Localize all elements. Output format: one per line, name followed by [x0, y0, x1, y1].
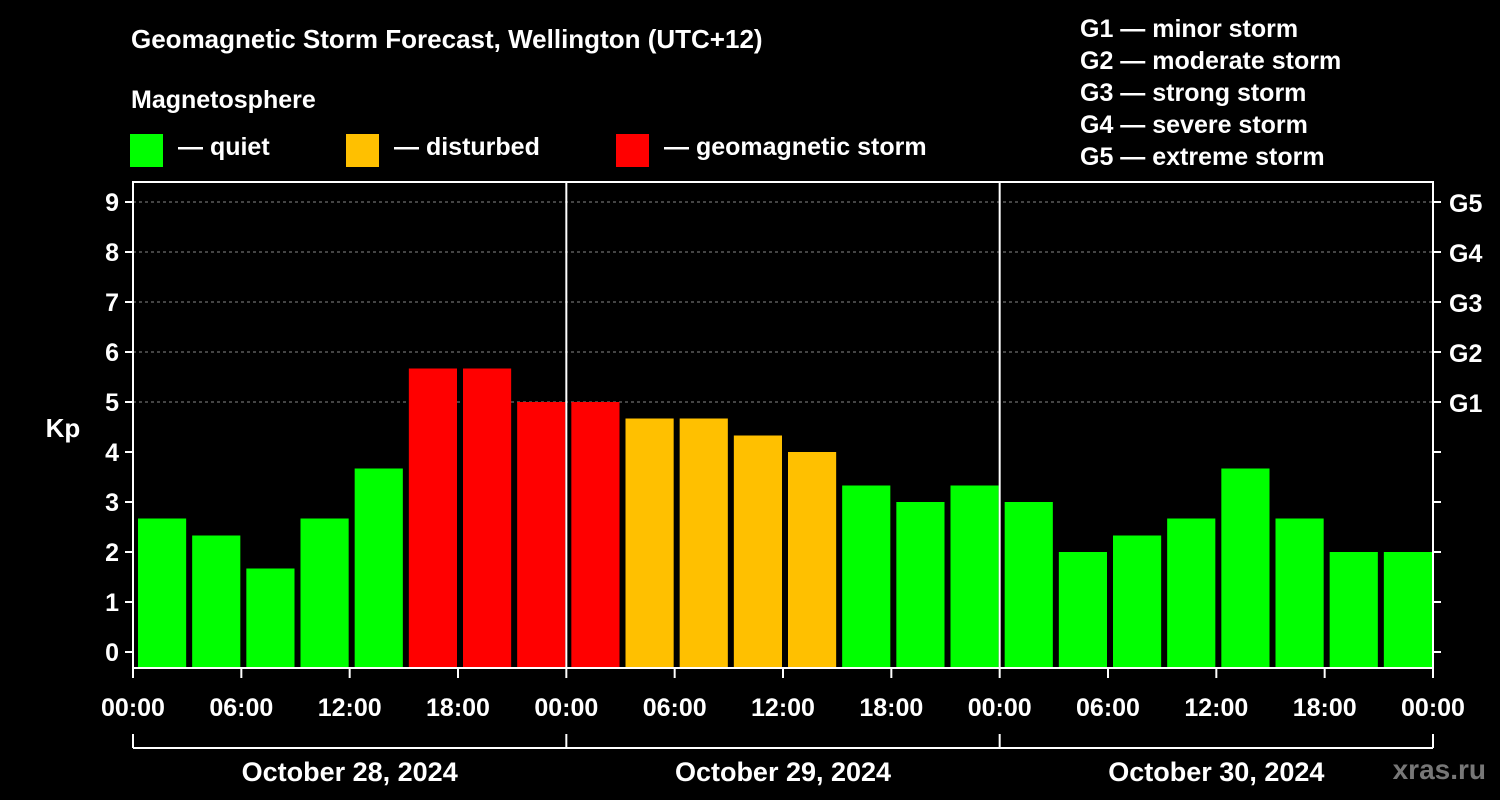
- bar-5: [408, 368, 457, 668]
- x-tick-label-10: 12:00: [1184, 694, 1248, 722]
- x-tick-label-5: 06:00: [643, 694, 707, 722]
- bar-6: [463, 368, 512, 668]
- bar-10: [679, 418, 728, 668]
- legend-label-disturbed: — disturbed: [394, 133, 540, 161]
- y-tick-label-6: 6: [105, 339, 119, 367]
- y-tick-label-8: 8: [105, 239, 119, 267]
- bar-9: [625, 418, 674, 668]
- storm-scale-g5: G5 — extreme storm: [1080, 143, 1325, 171]
- storm-scale-g1: G1 — minor storm: [1080, 15, 1299, 43]
- legend-label-storm: — geomagnetic storm: [664, 133, 927, 161]
- g-label-G1: G1: [1449, 390, 1482, 418]
- y-tick-label-9: 9: [105, 189, 119, 217]
- day-label-2: October 30, 2024: [1108, 757, 1324, 787]
- x-tick-label-9: 06:00: [1076, 694, 1140, 722]
- storm-scale-g4: G4 — severe storm: [1080, 111, 1308, 139]
- y-tick-label-1: 1: [105, 589, 119, 617]
- bar-21: [1275, 518, 1324, 668]
- bar-3: [300, 518, 349, 668]
- bar-1: [192, 535, 241, 668]
- x-tick-label-7: 18:00: [859, 694, 923, 722]
- x-tick-label-0: 00:00: [101, 694, 165, 722]
- bar-19: [1167, 518, 1216, 668]
- y-tick-label-2: 2: [105, 539, 119, 567]
- day-label-1: October 29, 2024: [675, 757, 891, 787]
- x-tick-label-4: 00:00: [534, 694, 598, 722]
- y-tick-label-0: 0: [105, 639, 119, 667]
- bar-13: [842, 485, 891, 668]
- storm-scale-g3: G3 — strong storm: [1080, 79, 1307, 107]
- storm-scale-g2: G2 — moderate storm: [1080, 47, 1342, 75]
- bar-8: [571, 402, 620, 668]
- g-label-G3: G3: [1449, 290, 1482, 318]
- watermark: xras.ru: [1392, 754, 1486, 785]
- x-tick-label-8: 00:00: [968, 694, 1032, 722]
- bar-17: [1058, 552, 1107, 668]
- x-tick-label-6: 12:00: [751, 694, 815, 722]
- bar-12: [788, 452, 837, 668]
- bar-20: [1221, 468, 1270, 668]
- legend-swatch-storm: [616, 134, 649, 167]
- bar-14: [896, 502, 945, 668]
- day-label-0: October 28, 2024: [242, 757, 458, 787]
- x-tick-label-2: 12:00: [318, 694, 382, 722]
- x-tick-label-12: 00:00: [1401, 694, 1465, 722]
- y-tick-label-5: 5: [105, 389, 119, 417]
- chart-title: Geomagnetic Storm Forecast, Wellington (…: [131, 24, 763, 54]
- y-tick-label-4: 4: [105, 439, 119, 467]
- bar-18: [1113, 535, 1162, 668]
- x-tick-label-11: 18:00: [1293, 694, 1357, 722]
- bar-7: [517, 402, 566, 668]
- bar-15: [950, 485, 999, 668]
- g-label-G5: G5: [1449, 190, 1482, 218]
- legend-label-quiet: — quiet: [178, 133, 270, 161]
- legend-swatch-disturbed: [346, 134, 379, 167]
- g-label-G4: G4: [1449, 240, 1482, 268]
- bar-0: [138, 518, 187, 668]
- bar-4: [354, 468, 403, 668]
- x-tick-label-3: 18:00: [426, 694, 490, 722]
- bar-11: [733, 435, 782, 668]
- legend-title: Magnetosphere: [131, 86, 316, 114]
- x-tick-label-1: 06:00: [209, 694, 273, 722]
- legend-swatch-quiet: [130, 134, 163, 167]
- bar-2: [246, 568, 295, 668]
- y-tick-label-3: 3: [105, 489, 119, 517]
- g-label-G2: G2: [1449, 340, 1482, 368]
- bar-23: [1383, 552, 1432, 668]
- y-axis-label: Kp: [46, 413, 81, 443]
- bar-22: [1329, 552, 1378, 668]
- bar-16: [1004, 502, 1053, 668]
- y-tick-label-7: 7: [105, 289, 119, 317]
